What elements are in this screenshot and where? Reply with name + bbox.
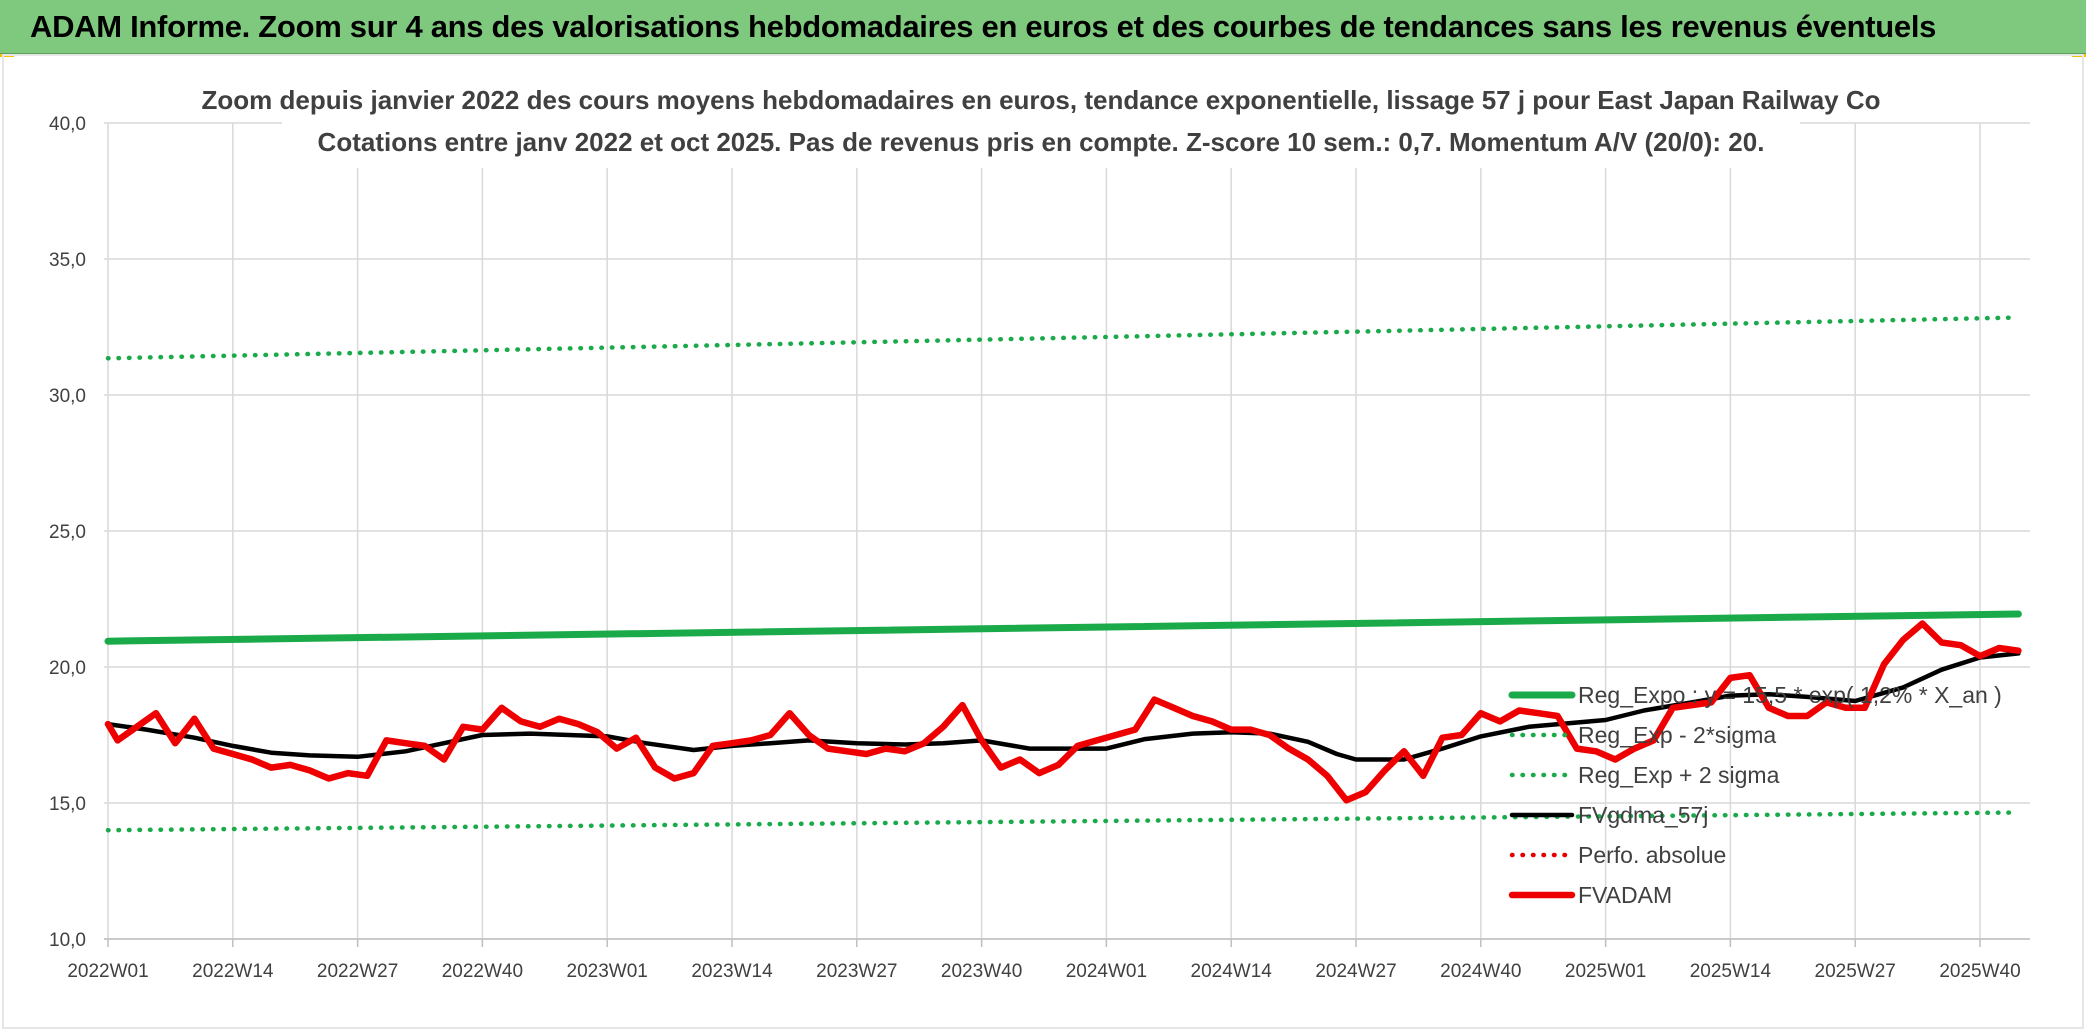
y-tick-label: 35,0 [49, 250, 86, 271]
legend-label-2: Reg_Exp + 2 sigma [1578, 762, 1780, 788]
x-tick-label: 2023W40 [941, 961, 1022, 982]
x-tick-label: 2023W01 [567, 961, 648, 982]
legend: Reg_Expo : y = 15,5 * exp( 1,2% * X_an )… [1508, 682, 2002, 908]
y-axis-ticks: 10,0 15,0 20,0 25,0 30,0 35,0 40,0 [49, 114, 86, 951]
legend-label-3: FVgdma_57j [1578, 802, 1708, 828]
series-line-2 [105, 315, 2021, 361]
y-tick-label: 30,0 [49, 386, 86, 407]
title-backdrop [282, 78, 1800, 168]
x-tick-label: 2023W27 [816, 961, 897, 982]
x-tick-label: 2025W14 [1690, 961, 1772, 982]
series-lines [104, 315, 2022, 833]
x-tick-label: 2022W01 [67, 961, 148, 982]
chart-frame [2, 54, 2084, 1029]
legend-label-1: Reg_Exp - 2*sigma [1578, 722, 1776, 748]
x-tick-label: 2025W27 [1815, 961, 1896, 982]
x-tick-label: 2024W40 [1440, 961, 1521, 982]
report-banner: ADAM Informe. Zoom sur 4 ans des valoris… [0, 0, 2086, 54]
series-line-1 [105, 810, 2021, 833]
x-tick-label: 2025W01 [1565, 961, 1646, 982]
y-tick-label: 25,0 [49, 522, 86, 543]
series-line-0 [104, 610, 2022, 645]
legend-label-5: FVADAM [1578, 882, 1672, 908]
x-tick-label: 2022W27 [317, 961, 398, 982]
x-axis-ticks: 2022W01 2022W14 2022W27 2022W40 2023W01 2023W… [67, 939, 2021, 982]
x-tick-label: 2022W40 [442, 961, 523, 982]
x-tick-label: 2024W14 [1191, 961, 1273, 982]
chart-title: Zoom depuis janvier 2022 des cours moyen… [201, 85, 1880, 115]
x-tick-label: 2023W14 [691, 961, 773, 982]
chart-subtitle: Cotations entre janv 2022 et oct 2025. P… [318, 127, 1765, 157]
y-tick-label: 20,0 [49, 658, 86, 679]
x-tick-label: 2024W27 [1315, 961, 1396, 982]
y-tick-label: 10,0 [49, 930, 86, 951]
x-tick-label: 2022W14 [192, 961, 274, 982]
grid-lines [104, 122, 2030, 940]
x-tick-label: 2025W40 [1939, 961, 2020, 982]
x-tick-label: 2024W01 [1066, 961, 1147, 982]
legend-label-0: Reg_Expo : y = 15,5 * exp( 1,2% * X_an ) [1578, 682, 2002, 708]
report-title: ADAM Informe. Zoom sur 4 ans des valoris… [30, 9, 1937, 44]
series-line-5 [104, 620, 2022, 804]
legend-label-4: Perfo. absolue [1578, 842, 1726, 868]
y-tick-label: 15,0 [49, 794, 86, 815]
y-tick-label: 40,0 [49, 114, 86, 135]
